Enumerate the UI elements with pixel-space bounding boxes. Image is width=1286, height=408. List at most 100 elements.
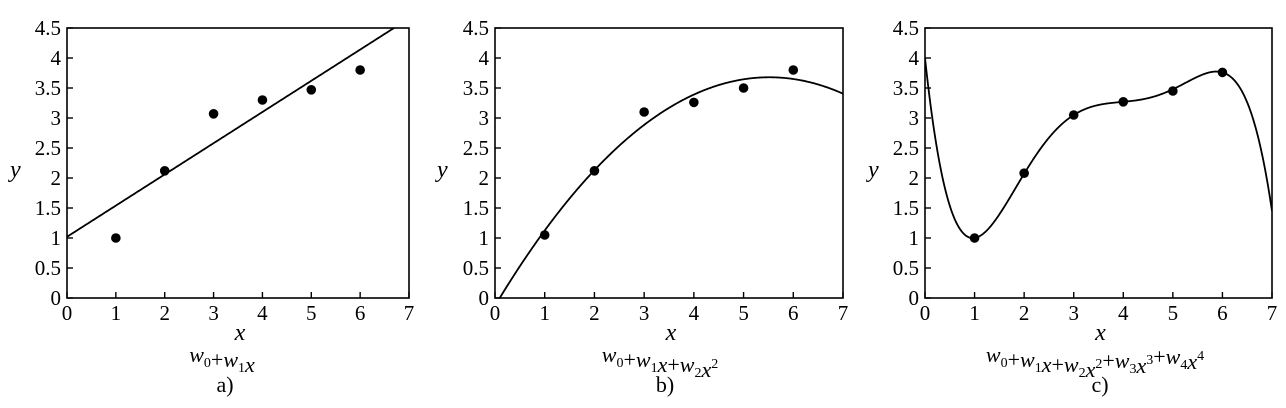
y-tick-label: 4.5 [893,16,919,40]
y-tick-label: 2.5 [893,136,919,160]
y-axis-label: y [866,157,879,183]
y-tick-label: 1.5 [35,196,61,220]
y-axis-label: y [8,157,21,183]
model-formula: w0+w1x+w2x2+w3x3+w4x4 [986,342,1204,382]
y-tick-label: 3.5 [35,76,61,100]
y-tick-label: 1 [909,226,920,250]
x-tick-label: 2 [589,301,600,325]
x-tick-label: 0 [62,301,73,325]
y-tick-label: 2 [51,166,62,190]
x-tick-label: 0 [920,301,931,325]
y-tick-label: 0 [909,286,920,310]
panel-caption: a) [216,372,233,397]
chart-panel-2: 0 1 2 3 4 5 6 700.511.522.533.544.5xyw0+w1x+w2x… [435,16,848,397]
formula-token: w [1115,348,1130,373]
x-tick-label: 5 [306,301,317,325]
y-tick-label: 4 [479,46,490,70]
formula-subscript: 0 [204,356,211,371]
x-tick-label: 1 [539,301,550,325]
formula-token: w [636,347,651,372]
y-tick-label: 0 [479,286,490,310]
x-axis-label: x [234,320,246,346]
model-formula: w0+w1x [189,342,255,377]
formula-subscript: 1 [238,361,245,376]
x-tick-label: 2 [1019,301,1030,325]
formula-token: x [1041,352,1052,377]
formula-token: + [1008,347,1020,372]
y-tick-label: 1 [51,226,62,250]
x-tick-label: 6 [788,301,799,325]
formula-subscript: 2 [1079,366,1086,381]
y-tick-label: 4.5 [35,16,61,40]
formula-superscript: 2 [711,357,718,372]
formula-token: x [657,352,668,377]
formula-token: + [667,352,679,377]
x-tick-label: 4 [257,301,268,325]
formula-superscript: 2 [1095,357,1102,372]
data-point [539,230,550,240]
x-tick-label: 5 [738,301,749,325]
y-tick-label: 3.5 [463,76,489,100]
data-point [1217,67,1228,78]
y-tick-label: 0.5 [35,256,61,280]
formula-token: x [1186,349,1197,374]
y-tick-label: 0.5 [893,256,919,280]
panel-caption: b) [656,372,674,397]
formula-token: x [1085,357,1096,382]
x-tick-label: 0 [490,301,501,325]
y-tick-label: 4 [909,46,920,70]
y-tick-label: 4.5 [463,16,489,40]
x-tick-label: 3 [1068,301,1079,325]
formula-token: + [211,347,223,372]
x-tick-label: 7 [1267,301,1278,325]
x-axis-label: x [665,320,677,346]
formula-token: w [1064,352,1079,377]
formula-token: + [623,347,635,372]
y-tick-label: 3 [909,106,920,130]
y-tick-label: 3.5 [893,76,919,100]
y-tick-label: 1.5 [463,196,489,220]
y-tick-label: 2.5 [35,136,61,160]
formula-subscript: 2 [694,366,701,381]
formula-token: x [244,352,255,377]
formula-token: w [680,352,695,377]
formula-subscript: 0 [1001,356,1008,371]
x-tick-label: 6 [1217,301,1228,325]
x-tick-label: 7 [404,301,415,325]
y-tick-label: 2 [909,166,920,190]
formula-token: + [1153,344,1165,369]
formula-token: w [1166,344,1181,369]
x-tick-label: 3 [208,301,219,325]
data-point [1118,97,1129,107]
x-tick-label: 6 [355,301,366,325]
data-point [738,83,749,93]
fit-curve [925,57,1272,240]
y-tick-label: 0 [51,286,62,310]
x-tick-label: 2 [159,301,170,325]
data-point [639,107,649,117]
data-point [1019,168,1029,178]
formula-subscript: 4 [1180,358,1187,373]
formula-token: w [189,342,204,367]
plot-frame [66,27,410,299]
chart-panel-3: 0 1 2 3 4 5 6 700.511.522.533.544.5xyw0+w1x+w2x… [866,16,1277,397]
y-tick-label: 3 [51,106,62,130]
y-tick-label: 0.5 [463,256,489,280]
formula-subscript: 1 [1035,361,1042,376]
y-tick-label: 1.5 [893,196,919,220]
x-tick-label: 3 [639,301,650,325]
formula-token: + [1051,352,1063,377]
x-tick-label: 7 [838,301,849,325]
panel-caption: c) [1091,372,1108,397]
data-point [788,65,799,75]
fit-curve [498,76,843,298]
formula-token: w [1020,347,1035,372]
data-point [208,109,219,119]
formula-subscript: 1 [651,361,658,376]
formula-token: w [223,347,238,372]
data-point [159,166,170,176]
y-tick-label: 2 [479,166,490,190]
formula-token: w [602,342,617,367]
data-point [1068,110,1079,120]
